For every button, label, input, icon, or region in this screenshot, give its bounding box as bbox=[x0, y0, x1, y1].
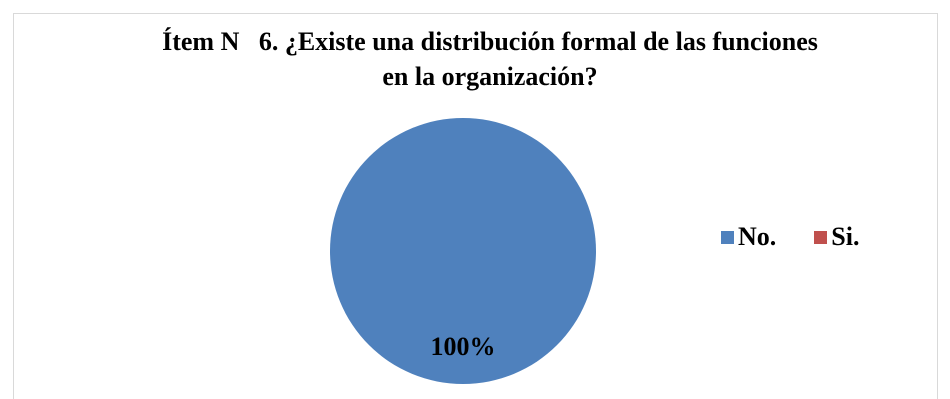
legend-label-si: Si. bbox=[831, 222, 860, 251]
chart-legend: No. Si. bbox=[721, 222, 897, 252]
legend-item-si: Si. bbox=[814, 222, 859, 252]
legend-swatch-si bbox=[814, 230, 828, 244]
legend-label-no: No. bbox=[738, 222, 777, 251]
pie-slice-no bbox=[330, 118, 596, 384]
legend-swatch-no bbox=[721, 230, 734, 244]
chart-title-line-1: Ítem N 6. ¿Existe una distribución forma… bbox=[162, 27, 818, 56]
pie-slices bbox=[330, 118, 596, 384]
legend-item-no: No. bbox=[721, 222, 776, 252]
chart-title: Ítem N 6. ¿Existe una distribución forma… bbox=[90, 24, 890, 94]
data-label-no: 100% bbox=[431, 332, 496, 361]
chart-title-line-2: en la organización? bbox=[382, 62, 598, 91]
